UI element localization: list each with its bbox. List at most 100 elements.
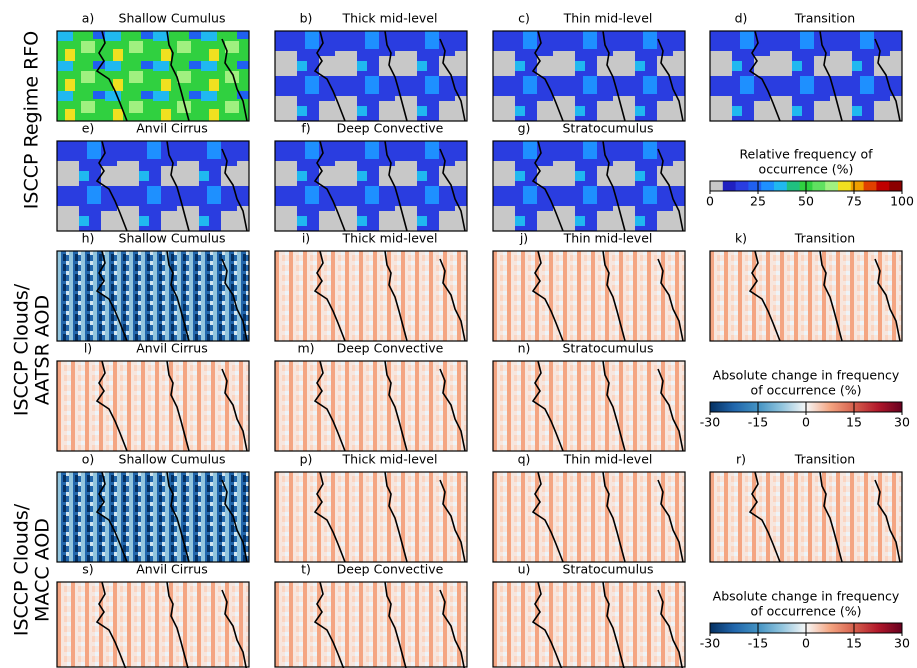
colorbar-tick-label: -30 xyxy=(700,415,720,430)
panel-title: Transition xyxy=(794,11,855,26)
map-field xyxy=(275,141,467,231)
panel-letter: f) xyxy=(301,121,310,136)
panel-title: Deep Convective xyxy=(337,562,444,577)
map-panel xyxy=(710,31,902,121)
map-field xyxy=(57,251,249,341)
panel-title: Deep Convective xyxy=(337,121,444,136)
panel-title: Shallow Cumulus xyxy=(119,231,226,246)
map-field xyxy=(57,582,249,667)
panel-letter: t) xyxy=(301,562,311,577)
colorbar-tick-label: -15 xyxy=(748,415,768,430)
map-field xyxy=(275,361,467,451)
panel-letter: g) xyxy=(518,121,531,136)
map-field xyxy=(710,472,902,562)
map-field xyxy=(57,361,249,451)
map-field xyxy=(57,141,249,231)
panel-title: Thin mid-level xyxy=(563,231,653,246)
colorbar-segment xyxy=(774,181,787,191)
panel-letter: m) xyxy=(297,341,314,356)
map-panel xyxy=(275,31,467,121)
map-panel xyxy=(493,582,685,668)
map-field xyxy=(275,31,467,121)
map-panel xyxy=(493,361,685,451)
panel-title: Thin mid-level xyxy=(563,11,653,26)
panel-letter: b) xyxy=(300,11,313,26)
colorbar-segment xyxy=(825,181,838,191)
map-panel xyxy=(493,251,685,341)
map-field xyxy=(57,31,249,121)
panel-letter: c) xyxy=(518,11,530,26)
colorbar-tick-label: 50 xyxy=(798,194,814,209)
map-field xyxy=(57,472,249,562)
map-field xyxy=(275,582,467,667)
map-field xyxy=(493,582,685,667)
map-field xyxy=(493,141,685,231)
colorbar-tick-label: 30 xyxy=(894,636,910,651)
map-panel xyxy=(57,251,249,341)
map-panel xyxy=(57,582,249,668)
panel-letter: u) xyxy=(518,562,531,577)
panel-letter: n) xyxy=(518,341,531,356)
panel-letter: l) xyxy=(84,341,92,356)
map-panel xyxy=(493,472,685,562)
panel-letter: k) xyxy=(735,231,747,246)
map-panel xyxy=(710,472,902,562)
colorbar-segment xyxy=(748,181,761,191)
colorbar-tick-label: 75 xyxy=(846,194,862,209)
panel-letter: d) xyxy=(735,11,748,26)
panel-title: Thick mid-level xyxy=(342,231,438,246)
colorbar-tick-label: 30 xyxy=(894,415,910,430)
colorbar-title: of occurrence (%) xyxy=(751,383,862,398)
panel-letter: p) xyxy=(300,452,313,467)
map-panel xyxy=(57,31,249,121)
colorbar-tick-label: 0 xyxy=(802,415,810,430)
map-field xyxy=(493,251,685,341)
colorbar-segment xyxy=(851,181,864,191)
map-field xyxy=(275,251,467,341)
map-field xyxy=(493,361,685,451)
panel-letter: e) xyxy=(82,121,95,136)
colorbar-title: Relative frequency of xyxy=(739,147,873,162)
map-field xyxy=(493,31,685,121)
map-panel xyxy=(275,141,467,231)
row-label: ISCCP Clouds/ xyxy=(11,503,33,636)
row-label: AATSR AOD xyxy=(32,295,54,405)
panel-title: Anvil Cirrus xyxy=(136,341,207,356)
colorbar-tick-label: -15 xyxy=(748,636,768,651)
row-label: ISCCP Clouds/ xyxy=(11,283,33,416)
map-field xyxy=(275,472,467,562)
map-panel xyxy=(493,141,685,231)
map-panel xyxy=(493,31,685,121)
colorbar-tick-label: 100 xyxy=(890,194,914,209)
map-field xyxy=(710,31,902,121)
map-field xyxy=(493,472,685,562)
map-field xyxy=(710,251,902,341)
colorbar-tick-label: 15 xyxy=(846,636,862,651)
colorbar-segment xyxy=(761,181,774,191)
colorbar-segment xyxy=(787,181,800,191)
colorbar-segment xyxy=(812,181,825,191)
panel-letter: i) xyxy=(302,231,310,246)
colorbar-segment xyxy=(736,181,749,191)
panel-title: Stratocumulus xyxy=(563,121,654,136)
colorbar-segment xyxy=(876,181,889,191)
panel-title: Thick mid-level xyxy=(342,452,438,467)
colorbar-segment xyxy=(889,181,902,191)
map-panel xyxy=(57,472,249,562)
colorbar-title: of occurrence (%) xyxy=(751,604,862,619)
panel-title: Anvil Cirrus xyxy=(136,121,207,136)
panel-title: Shallow Cumulus xyxy=(119,452,226,467)
colorbar-segment xyxy=(838,181,851,191)
colorbar-segment xyxy=(864,181,877,191)
colorbar-tick-label: 15 xyxy=(846,415,862,430)
map-panel xyxy=(275,361,467,451)
panel-title: Anvil Cirrus xyxy=(136,562,207,577)
colorbar-tick-label: -30 xyxy=(700,636,720,651)
colorbar-tick-label: 0 xyxy=(706,194,714,209)
colorbar-segment xyxy=(723,181,736,191)
panel-title: Thick mid-level xyxy=(342,11,438,26)
panel-letter: a) xyxy=(82,11,95,26)
panel-title: Thin mid-level xyxy=(563,452,653,467)
row-label: MACC AOD xyxy=(32,518,54,622)
panel-title: Transition xyxy=(794,231,855,246)
